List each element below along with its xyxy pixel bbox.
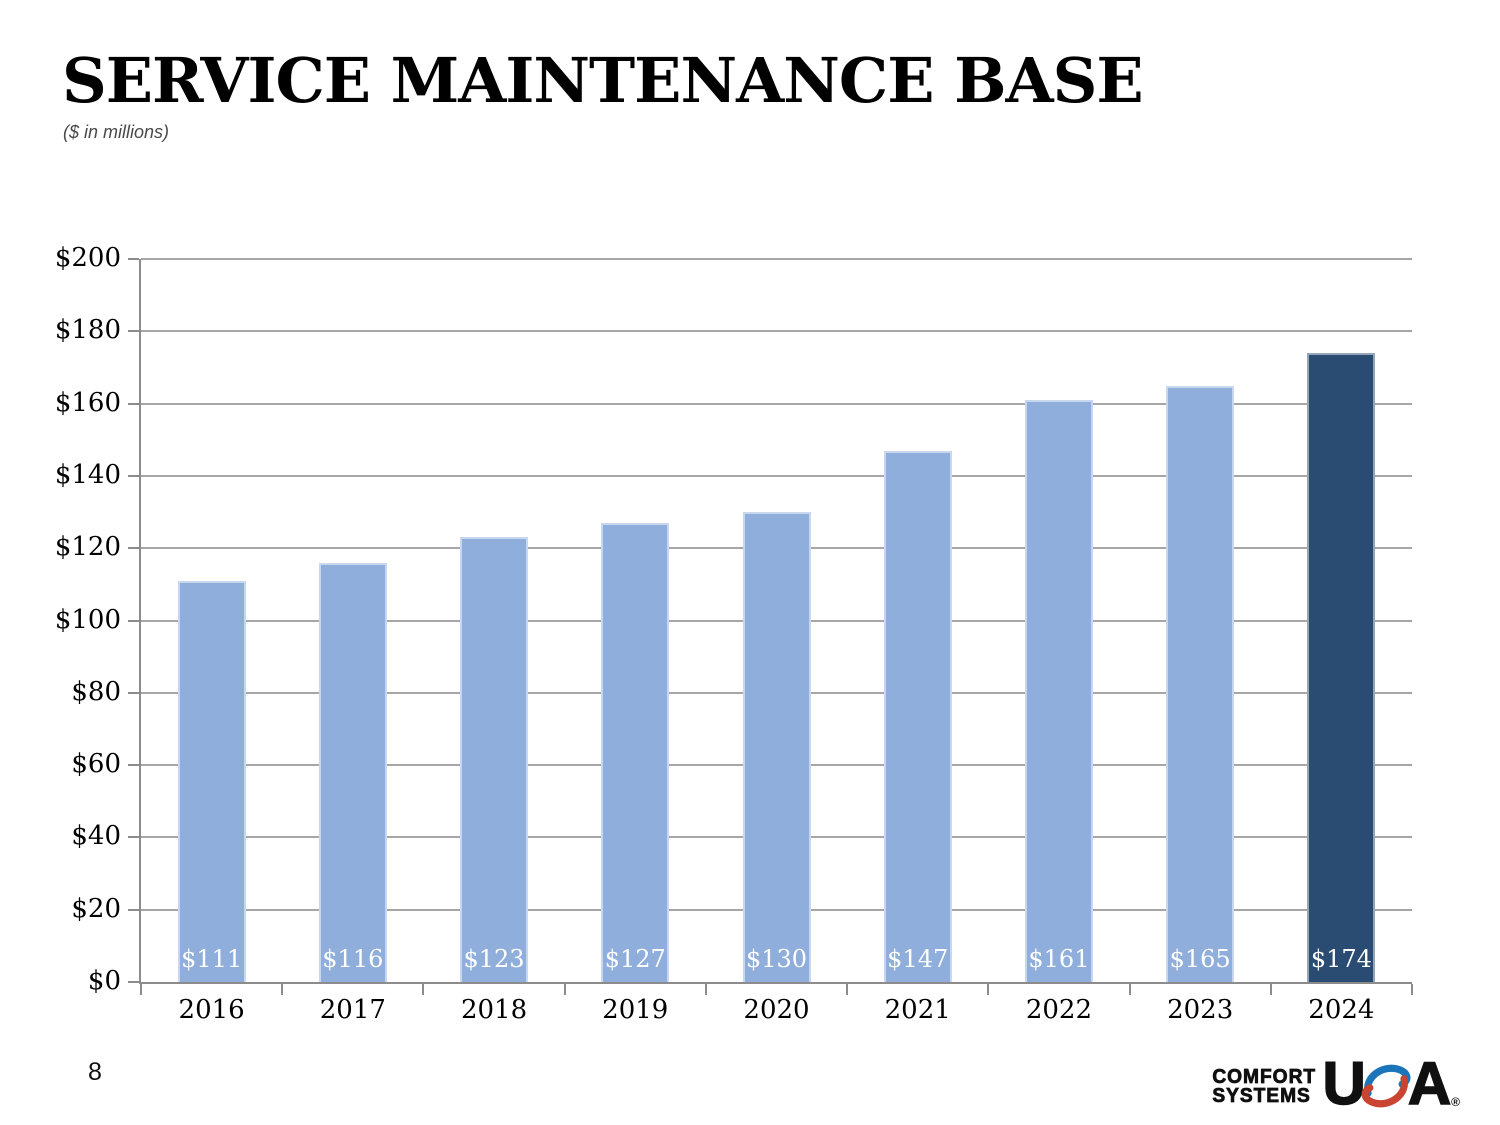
slide-subtitle: ($ in millions) (63, 122, 170, 142)
y-axis-tick-label: $20 (71, 893, 121, 924)
y-axis-tick (128, 981, 139, 983)
logo-comfort-text: COMFORT (1212, 1066, 1317, 1088)
y-axis-tick-label: $160 (54, 387, 121, 418)
y-axis-tick-label: $40 (71, 821, 121, 852)
y-axis-tick (128, 547, 139, 550)
gridline (141, 402, 1412, 405)
bar-value-label: $123 (463, 945, 525, 973)
bar-2016 (177, 580, 246, 982)
y-axis-tick (128, 691, 139, 694)
logo-systems-text: SYSTEMS (1212, 1085, 1312, 1107)
gridline (141, 330, 1412, 333)
logo-swoosh-s-icon (1361, 1064, 1411, 1108)
x-axis-tick (1411, 984, 1413, 995)
y-axis-tick (128, 474, 139, 477)
y-axis-tick (128, 619, 139, 622)
x-axis-category-label: 2017 (319, 995, 386, 1025)
x-axis-tick (846, 984, 849, 995)
x-axis-tick (281, 984, 284, 995)
y-axis-tick (128, 402, 139, 405)
x-axis-category-label: 2019 (602, 995, 669, 1025)
y-axis-tick-label: $100 (54, 604, 121, 635)
bar-2021 (883, 450, 952, 982)
bar-2022 (1024, 399, 1093, 982)
y-axis-tick (128, 330, 139, 333)
x-axis-tick (1128, 984, 1131, 995)
y-axis-tick-label: $180 (54, 315, 121, 346)
x-axis-category-label: 2018 (460, 995, 528, 1025)
page-number: 8 (88, 1058, 102, 1086)
x-axis-tick (563, 984, 566, 995)
y-axis-tick (128, 908, 139, 911)
bar-2024 (1307, 352, 1376, 982)
x-axis-tick (987, 984, 990, 995)
bar-2017 (318, 562, 387, 982)
x-axis-tick (422, 984, 425, 995)
y-axis-tick (128, 836, 139, 839)
bar-value-label: $130 (745, 945, 808, 973)
bar-value-label: $116 (322, 945, 384, 973)
y-axis-tick-label: $80 (71, 676, 121, 707)
y-axis-tick-label: $0 (87, 966, 121, 996)
x-axis-category-label: 2022 (1025, 995, 1093, 1025)
x-axis-category-label: 2021 (884, 995, 951, 1025)
slide-title: SERVICE MAINTENANCE BASE (62, 44, 1144, 117)
swoosh-red-arc (1361, 1075, 1408, 1108)
bar-2019 (601, 522, 670, 982)
bar-value-label: $174 (1310, 945, 1372, 973)
logo-wordmark: COMFORT SYSTEMS (1212, 1066, 1317, 1109)
comfort-systems-usa-logo: COMFORT SYSTEMS U A ® (1208, 1050, 1460, 1117)
x-axis-category-label: 2016 (178, 995, 245, 1025)
x-axis-category-label: 2020 (743, 995, 810, 1025)
y-axis-tick (128, 258, 139, 260)
gridline (141, 258, 1412, 260)
registered-trademark-symbol: ® (1451, 1095, 1460, 1109)
y-axis-tick-label: $60 (71, 749, 121, 780)
gridline (141, 474, 1412, 477)
bar-2023 (1166, 385, 1235, 982)
x-axis-tick (140, 984, 142, 995)
x-axis-category-label: 2023 (1167, 995, 1234, 1025)
bar-2018 (460, 537, 529, 982)
y-axis-tick-label: $120 (54, 532, 121, 563)
logo-letter-a: A (1407, 1050, 1452, 1117)
bar-2020 (742, 512, 811, 982)
logo-letter-u: U (1322, 1050, 1367, 1117)
y-axis-tick-label: $200 (54, 243, 121, 273)
y-axis-tick-label: $140 (54, 459, 121, 490)
x-axis-tick (704, 984, 707, 995)
bar-value-label: $111 (181, 945, 243, 973)
bar-value-label: $165 (1169, 945, 1231, 973)
bar-value-label: $161 (1028, 945, 1090, 973)
y-axis-tick (128, 764, 139, 767)
logo-usa-text: U A ® (1322, 1050, 1460, 1117)
bar-chart-plot-area: $0 $20 $40 $60 $80 $100 $120 $140 $160 $180 $200 $1… (55, 244, 1413, 1025)
x-axis-tick (1269, 984, 1272, 995)
bar-value-label: $147 (887, 945, 949, 973)
x-axis-category-label: 2024 (1308, 995, 1375, 1025)
bar-value-label: $127 (604, 945, 666, 973)
